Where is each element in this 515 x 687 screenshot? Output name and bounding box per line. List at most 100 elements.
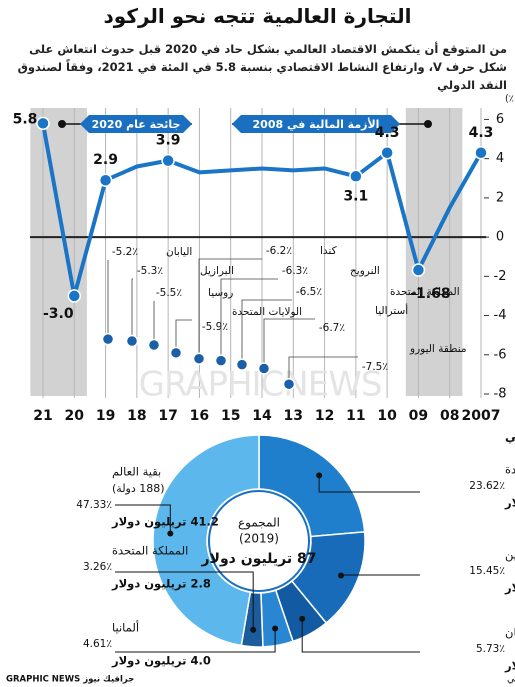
country-value-label: -7.5٪ [362, 361, 388, 373]
donut-segment [258, 434, 366, 538]
center-year: (2019) [239, 532, 279, 546]
x-tick-label: 2007 [462, 408, 501, 424]
line-marker [161, 153, 175, 168]
x-tick-label: 15 [221, 408, 240, 424]
x-tick-label: 14 [252, 408, 272, 424]
country-point [235, 358, 249, 371]
x-tick-label: 08 [440, 408, 459, 424]
value-label: 2.9 [93, 152, 118, 168]
country-point [169, 346, 183, 360]
x-tick-label: 19 [96, 408, 115, 424]
donut-leader [318, 475, 420, 493]
donut-leader [301, 618, 420, 653]
y-tick-label: -2 [494, 269, 507, 284]
segment-name: الصين [505, 548, 515, 563]
source: المصادر: صندوق النقد الدولي، البنك الدول… [507, 674, 515, 685]
segment-amount: 13.4 تريليون دولار [504, 581, 515, 596]
gdp-line [41, 122, 483, 298]
segment-percent: 5.73٪ [476, 643, 505, 655]
donut-leader [115, 628, 276, 653]
subtitle: من المتوقع أن ينكمش الاقتصاد العالمي بشك… [17, 42, 507, 92]
segment-amount: 2.8 تريليون دولار [111, 577, 211, 592]
donut-leader-dot [167, 530, 174, 537]
segment-name: اليابان [505, 626, 515, 640]
center-total: 87 تريليون دولار [201, 551, 317, 567]
country-point [101, 332, 115, 346]
y-tick-label: 0 [496, 230, 504, 245]
y-tick-label: -4 [494, 308, 507, 323]
country-value-label: -5.2٪ [112, 246, 138, 258]
country-value-label: -6.5٪ [296, 286, 322, 298]
country-value-label: -6.2٪ [266, 245, 292, 257]
donut-leader-dot [272, 625, 279, 632]
value-label: -1.68 [410, 286, 450, 302]
segment-name: المملكة المتحدة [112, 544, 188, 558]
credit: GRAPHIC NEWS جرافيك نيوز [6, 675, 134, 685]
y-tick-label: 2 [496, 190, 504, 205]
segment-percent: 4.61٪ [83, 638, 112, 650]
line-marker [411, 263, 426, 277]
donut-leader [340, 574, 420, 576]
banner-label: الأزمة المالية في 2008 [253, 117, 380, 131]
y-tick-label: 6 [496, 112, 504, 127]
country-point [147, 338, 161, 352]
country-name: أستراليا [375, 303, 408, 317]
country-point [214, 354, 228, 367]
segment-percent: 47.33٪ [76, 499, 112, 511]
x-tick-label: 18 [127, 408, 146, 424]
banner [232, 115, 400, 133]
segment-percent: 23.62٪ [469, 480, 505, 492]
donut-center [208, 490, 310, 592]
value-label: 3.9 [156, 133, 181, 149]
segment-amount: 5.0 تريليون دولار [504, 659, 515, 674]
value-label: 3.1 [343, 188, 368, 204]
highlight-band [30, 108, 87, 396]
value-label: 4.3 [375, 125, 400, 141]
leader-line [198, 258, 262, 359]
country-name: كندا [320, 245, 337, 257]
segment-amount: 4.0 تريليون دولار [111, 654, 211, 669]
x-tick-label: 09 [409, 408, 428, 424]
country-name: النرويج [350, 265, 380, 277]
banner [80, 115, 192, 133]
x-tick-label: 17 [158, 408, 177, 424]
leader-line [175, 319, 192, 353]
country-value-label: -6.3٪ [282, 265, 308, 277]
country-value-label: -5.5٪ [156, 287, 182, 299]
segment-percent: 3.26٪ [83, 561, 112, 573]
banner-dot [424, 120, 432, 128]
segment-name: ألمانيا [112, 620, 139, 635]
line-marker [98, 173, 113, 187]
country-name: الولايات المتحدة [232, 306, 302, 318]
segment-amount: 20.5 تريليون دولار [504, 496, 515, 511]
segment-percent: 15.45٪ [469, 565, 505, 577]
country-point [192, 352, 206, 365]
value-label: -3.0 [43, 306, 74, 322]
y-tick-label: -6 [494, 347, 507, 362]
donut-title: الحصة من الاقتصاد العالمي [505, 430, 515, 444]
country-point [282, 377, 296, 391]
donut-leader-dot [316, 472, 323, 479]
x-tick-label: 16 [190, 408, 209, 424]
line-marker [36, 116, 50, 131]
x-tick-label: 20 [65, 408, 85, 424]
x-tick-label: 11 [346, 408, 365, 424]
x-tick-label: 13 [284, 408, 303, 424]
value-label: 4.3 [469, 125, 494, 141]
country-point [257, 362, 271, 375]
y-tick-label: -8 [494, 387, 507, 402]
banner-label: جائحة عام 2020 [92, 118, 181, 131]
line-marker [474, 146, 488, 160]
leader-line [241, 299, 292, 365]
banner-dot [58, 120, 66, 128]
segment-amount: 41.2 تريليون دولار [111, 515, 219, 530]
country-name: البرازيل [200, 265, 234, 277]
donut-leader-dot [338, 572, 345, 579]
leader-line [131, 278, 133, 342]
line-marker [349, 169, 363, 184]
title: التجارة العالمية تتجه نحو الركود [103, 4, 412, 28]
line-marker [67, 289, 82, 303]
country-value-label: -6.7٪ [319, 322, 345, 334]
y-axis-label: نمو إجمالي الناتج المحلي العالمي (التغير… [505, 94, 515, 105]
segment-name: بقية العالم [112, 465, 161, 479]
